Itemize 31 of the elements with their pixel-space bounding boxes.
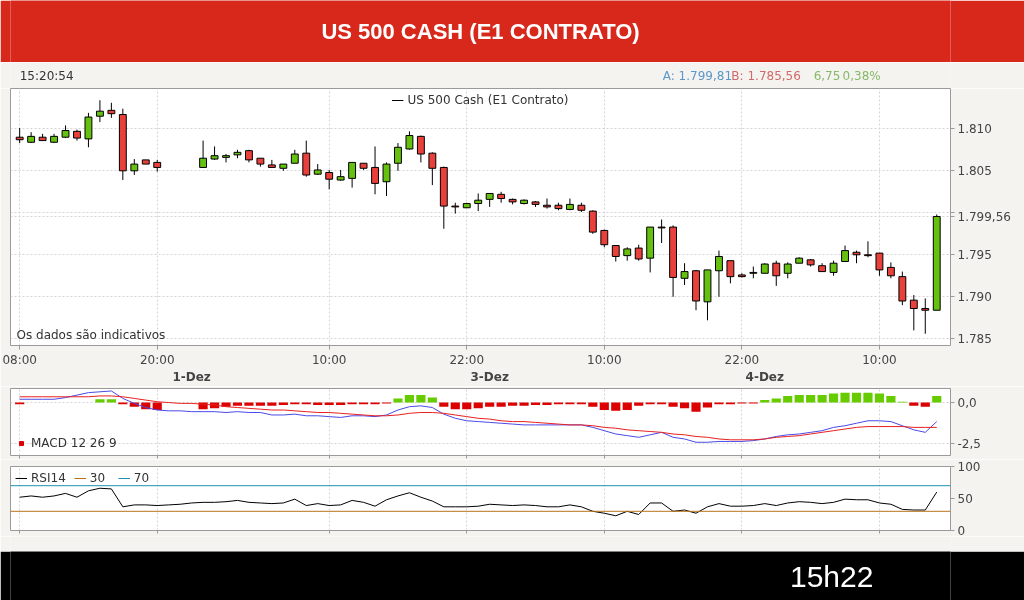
legend-label: RSI14 xyxy=(31,471,66,485)
x-tick-label: 3-Dez xyxy=(470,369,509,384)
y-tick-label: 1.799,56 xyxy=(957,210,1011,224)
x-tick-label: 10:00 xyxy=(311,352,347,367)
y-tick-label: 1.790 xyxy=(957,290,992,305)
y-tick-label: 1.785 xyxy=(957,332,992,347)
x-tick-label: 22:00 xyxy=(724,352,760,367)
x-tick-label: 20:00 xyxy=(139,352,175,367)
x-tick-label: 4-Dez xyxy=(745,369,785,384)
text: A: 1.799,81 xyxy=(662,68,733,83)
x-tick-label: 08:00 xyxy=(2,352,37,367)
y-tick-label: 0 xyxy=(957,524,966,538)
text: B: 1.785,56 xyxy=(731,68,801,83)
y-tick-label: 50 xyxy=(957,492,973,506)
y-tick-label: 1.810 xyxy=(957,122,992,137)
x-tick-label: 10:00 xyxy=(587,352,622,367)
text: 15:20:54 xyxy=(19,68,74,83)
ref-line-label: 70 xyxy=(133,471,151,485)
y-tick-label: 1.805 xyxy=(957,164,992,179)
x-tick-label: 10:00 xyxy=(862,352,897,367)
y-tick-label: 100 xyxy=(957,460,981,474)
text: 15h22 xyxy=(789,560,874,593)
legend-label: 30 xyxy=(89,471,107,485)
text: 6,75 xyxy=(813,69,841,83)
annotation: Os dados são indicativos xyxy=(16,327,166,342)
x-tick-label: 1-Dez xyxy=(172,369,211,384)
chart-title: US 500 CASH (E1 CONTRATO) xyxy=(321,19,640,44)
x-tick-label: 22:00 xyxy=(449,352,485,367)
legend-label: US 500 Cash (E1 Contrato) xyxy=(407,93,569,107)
y-tick-label: 1.795 xyxy=(957,248,992,263)
text: 0,38% xyxy=(842,68,881,83)
